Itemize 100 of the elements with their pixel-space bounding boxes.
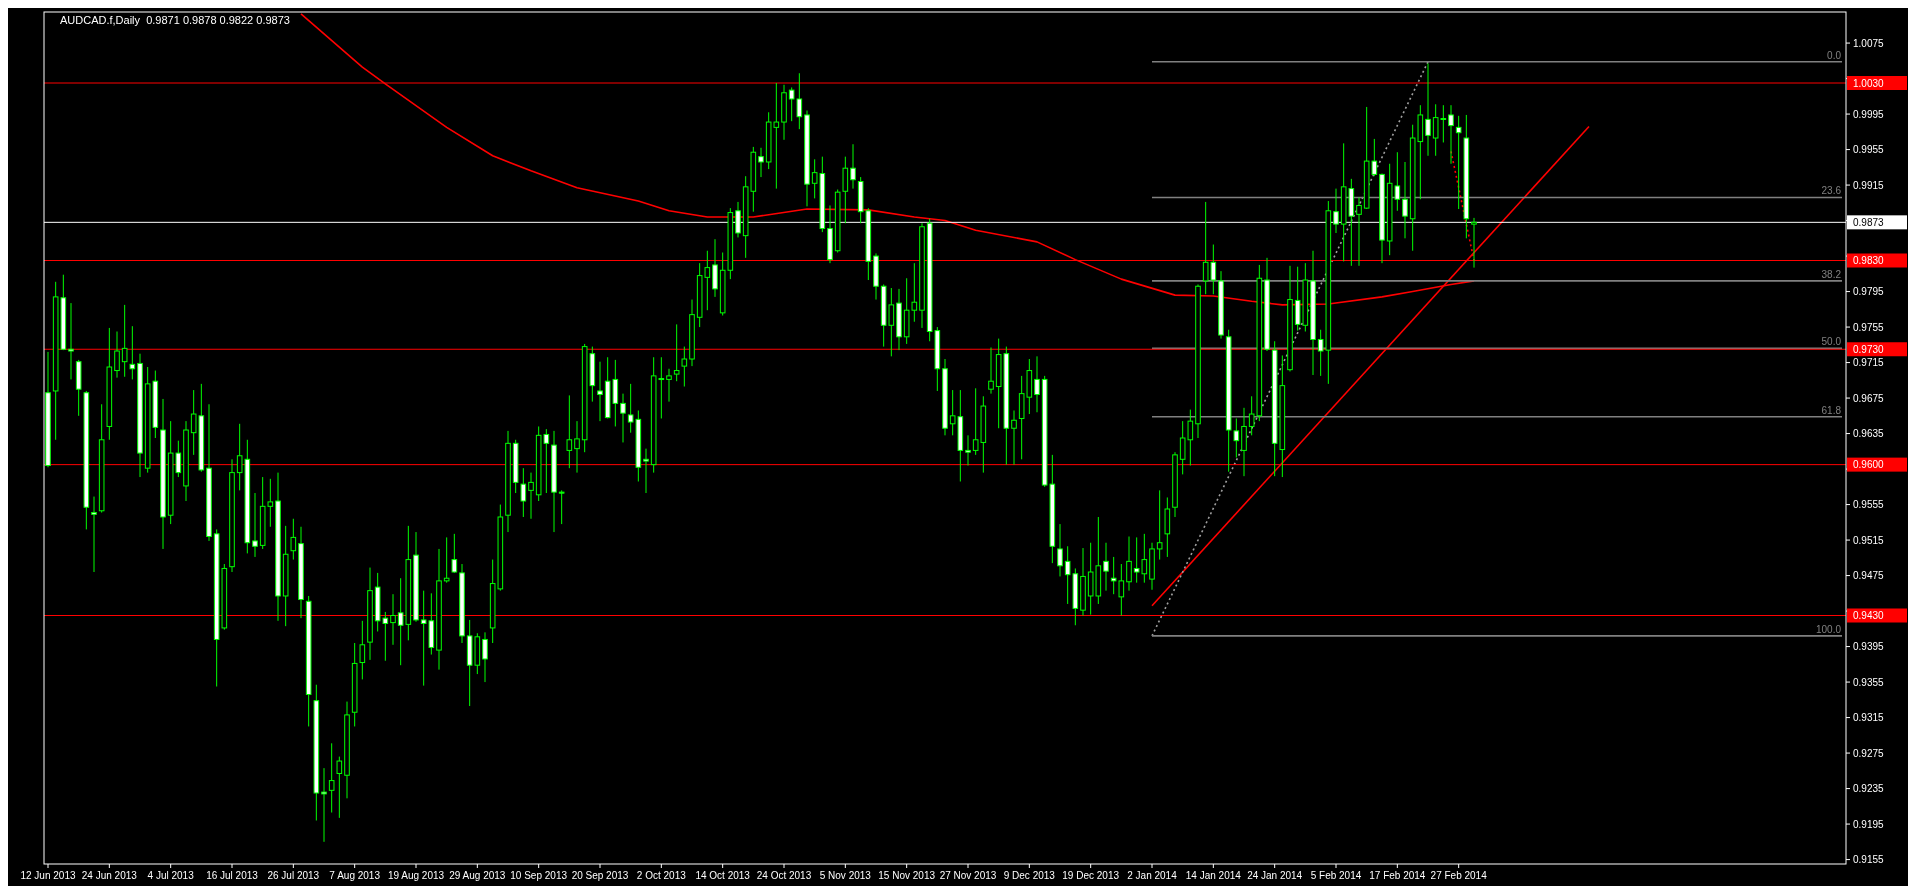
candlestick <box>1103 542 1109 592</box>
x-tick-label: 5 Feb 2014 <box>1310 870 1362 881</box>
y-tick-label: 0.9195 <box>1853 818 1885 830</box>
y-tick-label: 0.9475 <box>1853 570 1885 582</box>
candlestick <box>359 620 366 680</box>
candlestick <box>673 323 680 382</box>
series-label: 100.0 <box>1815 623 1842 635</box>
x-tick-label: 4 Jul 2013 <box>147 870 195 881</box>
candlestick <box>1425 62 1431 157</box>
y-tick-label: 0.9995 <box>1853 108 1885 120</box>
x-tick-label: 2 Oct 2013 <box>636 870 687 881</box>
candlestick <box>1241 407 1247 477</box>
candlestick <box>290 518 297 561</box>
candlestick <box>566 394 573 469</box>
x-tick-label: 27 Nov 2013 <box>939 870 997 881</box>
candlestick <box>91 496 97 573</box>
series-label: 50.0 <box>1821 336 1842 348</box>
candlestick <box>528 472 534 520</box>
y-tick-label: 0.9915 <box>1853 179 1885 191</box>
candlestick <box>451 533 458 574</box>
y-tick-label: 0.9155 <box>1853 854 1885 866</box>
x-tick-label: 16 Jul 2013 <box>206 870 259 881</box>
candlestick <box>965 434 971 467</box>
candlestick <box>758 147 764 178</box>
ref-line-label: 0.9873 <box>1853 216 1885 228</box>
x-tick-label: 15 Nov 2013 <box>878 870 936 881</box>
x-tick-label: 7 Aug 2013 <box>329 870 381 881</box>
y-tick-label: 0.9755 <box>1853 321 1885 333</box>
candlestick <box>1156 489 1163 561</box>
x-tick-label: 2 Jan 2014 <box>1127 870 1178 881</box>
candlestick <box>520 467 527 518</box>
x-tick-label: 29 Aug 2013 <box>449 870 506 881</box>
candlestick <box>321 767 327 843</box>
candlestick <box>129 325 136 380</box>
series-label: 61.8 <box>1821 404 1842 416</box>
candlestick <box>1011 409 1017 466</box>
candlestick <box>1448 104 1454 165</box>
candlestick <box>666 368 672 403</box>
candlestick <box>1126 536 1132 592</box>
candlestick <box>1455 115 1462 210</box>
x-tick-label: 12 Jun 2013 <box>20 870 76 881</box>
candlestick <box>482 631 488 683</box>
x-tick-label: 19 Dec 2013 <box>1062 870 1120 881</box>
y-tick-label: 0.9955 <box>1853 144 1885 156</box>
candlestick <box>681 346 688 388</box>
y-tick-label: 0.9555 <box>1853 499 1885 511</box>
y-tick-label: 0.9675 <box>1853 392 1885 404</box>
candlestick <box>988 346 994 395</box>
y-tick-label: 0.9635 <box>1853 428 1885 440</box>
candlestick <box>1471 217 1477 269</box>
candlestick <box>443 536 450 584</box>
candlestick <box>643 448 649 494</box>
chart-title: AUDCAD.f,Daily 0.9871 0.9878 0.9822 0.9873 <box>60 14 290 26</box>
y-tick-label: 0.9235 <box>1853 783 1885 795</box>
candlestick <box>712 238 718 298</box>
x-tick-label: 10 Sep 2013 <box>510 870 568 881</box>
series-label: 23.6 <box>1821 185 1842 197</box>
y-tick-label: 0.9715 <box>1853 357 1885 369</box>
x-tick-label: 9 Dec 2013 <box>1003 870 1056 881</box>
candlestick <box>68 302 74 380</box>
y-tick-label: 0.9355 <box>1853 676 1885 688</box>
ref-line-label: 0.9430 <box>1853 610 1885 621</box>
series-label: 38.2 <box>1821 268 1842 280</box>
candlestick <box>1057 523 1063 577</box>
ref-line-label: 1.0030 <box>1853 77 1885 89</box>
x-tick-label: 17 Feb 2014 <box>1369 870 1426 881</box>
y-tick-label: 1.0075 <box>1853 37 1885 49</box>
candlestick <box>620 393 626 443</box>
x-tick-label: 14 Oct 2013 <box>695 870 751 881</box>
candlestick <box>574 420 580 474</box>
x-tick-label: 26 Jul 2013 <box>267 870 320 881</box>
candlestick <box>114 331 120 379</box>
y-tick-label: 0.9395 <box>1853 641 1885 653</box>
x-tick-label: 24 Jun 2013 <box>81 870 138 881</box>
candlestick <box>1356 196 1362 267</box>
candlestick <box>597 361 603 422</box>
x-tick-label: 24 Oct 2013 <box>756 870 812 881</box>
x-tick-label: 24 Jan 2014 <box>1247 870 1303 881</box>
x-tick-label: 27 Feb 2014 <box>1430 870 1488 881</box>
ref-line-label: 0.9830 <box>1853 255 1885 266</box>
candlestick <box>850 143 856 190</box>
series-label: 0.0 <box>1827 49 1842 61</box>
candlestick <box>252 492 258 558</box>
ref-line-label: 0.9730 <box>1853 343 1885 355</box>
y-tick-label: 0.9315 <box>1853 712 1885 724</box>
y-tick-label: 0.9515 <box>1853 534 1885 546</box>
candlestick <box>121 304 128 378</box>
y-tick-label: 0.9795 <box>1853 286 1885 298</box>
candlestick <box>558 489 565 525</box>
x-tick-label: 19 Aug 2013 <box>387 870 445 881</box>
x-tick-label: 14 Jan 2014 <box>1185 870 1242 881</box>
x-tick-label: 5 Nov 2013 <box>819 870 872 881</box>
candlestick <box>842 156 849 224</box>
x-tick-label: 20 Sep 2013 <box>571 870 629 881</box>
y-tick-label: 0.9275 <box>1853 747 1885 759</box>
candlestick <box>336 756 343 819</box>
ref-line-label: 0.9600 <box>1853 459 1885 471</box>
candlestick <box>1034 355 1040 413</box>
candlestick <box>328 742 335 814</box>
candlestick <box>390 593 396 646</box>
